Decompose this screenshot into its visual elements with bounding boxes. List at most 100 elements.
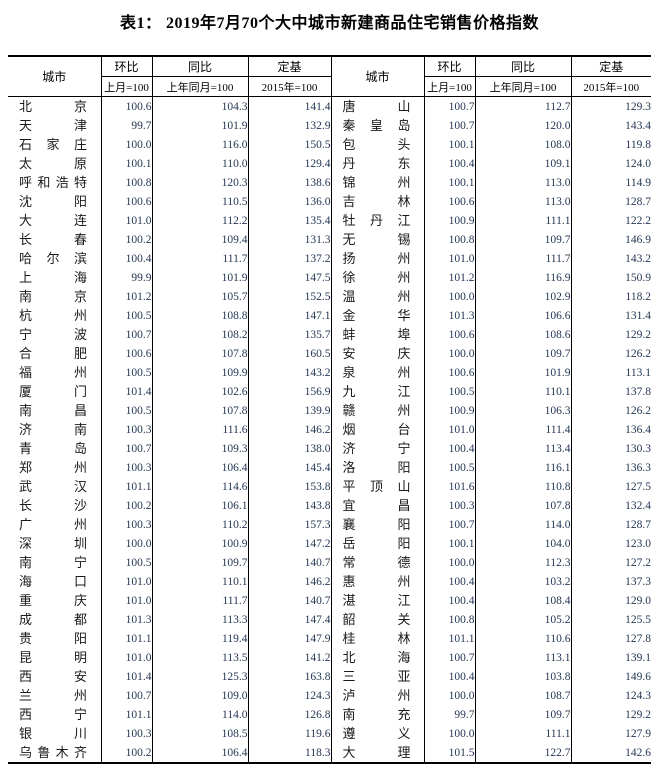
- city-name: 北京: [19, 99, 87, 114]
- yoy-value: 105.2: [475, 610, 572, 629]
- mom-value: 100.5: [424, 382, 476, 401]
- city-cell: 上海: [8, 268, 102, 287]
- base-value: 147.1: [248, 306, 332, 325]
- city-cell: 包头: [331, 135, 425, 154]
- base-value: 135.4: [248, 211, 332, 230]
- table-row: 南昌 100.5 107.8 139.9 赣州 100.9 106.3 126.2: [8, 401, 651, 420]
- yoy-value: 106.1: [152, 496, 249, 515]
- yoy-value: 110.1: [475, 382, 572, 401]
- yoy-header-right: 同比: [475, 56, 572, 77]
- city-name: 呼和浩特: [19, 175, 87, 190]
- base-value: 128.7: [625, 518, 651, 531]
- city-cell: 蚌埠: [331, 325, 425, 344]
- mom-value: 100.4: [424, 572, 476, 591]
- mom-header-right: 环比: [424, 56, 476, 77]
- yoy-value: 107.8: [152, 401, 249, 420]
- table-row: 大连 101.0 112.2 135.4 牡丹江 100.9 111.1 122.2: [8, 211, 651, 230]
- yoy-value: 111.6: [152, 420, 249, 439]
- mom-value: 100.3: [101, 724, 153, 743]
- yoy-value: 109.9: [152, 363, 249, 382]
- base-value: 139.9: [248, 401, 332, 420]
- yoy-value: 108.4: [475, 591, 572, 610]
- city-name: 洛阳: [342, 460, 411, 475]
- yoy-value: 101.9: [152, 268, 249, 287]
- city-cell: 天津: [8, 116, 102, 135]
- mom-value: 100.8: [101, 173, 153, 192]
- city-name: 安庆: [342, 346, 411, 361]
- city-name: 桂林: [342, 631, 411, 646]
- mom-value: 100.4: [424, 154, 476, 173]
- city-name: 蚌埠: [342, 327, 411, 342]
- yoy-value: 109.3: [152, 439, 249, 458]
- mom-subheader-left: 上月=100: [101, 76, 153, 97]
- base-header-right: 定基: [571, 56, 651, 77]
- base-value: 129.4: [248, 154, 332, 173]
- yoy-value: 100.9: [152, 534, 249, 553]
- yoy-value: 113.3: [152, 610, 249, 629]
- base-value: 142.6: [625, 746, 651, 759]
- base-value: 126.2: [625, 347, 651, 360]
- yoy-value: 125.3: [152, 667, 249, 686]
- city-name: 合肥: [19, 346, 87, 361]
- yoy-header-left: 同比: [152, 56, 249, 77]
- city-header-left: 城市: [8, 56, 102, 97]
- city-cell: 大理: [331, 743, 425, 763]
- city-cell: 沈阳: [8, 192, 102, 211]
- base-value: 138.6: [248, 173, 332, 192]
- base-value: 129.2: [625, 708, 651, 721]
- city-name: 赣州: [342, 403, 411, 418]
- yoy-value: 113.0: [475, 173, 572, 192]
- city-name: 大连: [19, 213, 87, 228]
- yoy-value: 113.0: [475, 192, 572, 211]
- city-cell: 唐山: [331, 96, 425, 116]
- mom-value: 100.0: [101, 534, 153, 553]
- mom-value: 101.6: [424, 477, 476, 496]
- yoy-value: 111.7: [475, 249, 572, 268]
- base-value: 141.2: [248, 648, 332, 667]
- city-cell: 海口: [8, 572, 102, 591]
- table-row: 太原 100.1 110.0 129.4 丹东 100.4 109.1 124.0: [8, 154, 651, 173]
- yoy-subheader-left: 上年同月=100: [152, 76, 249, 97]
- mom-value: 100.6: [101, 344, 153, 363]
- city-name: 济南: [19, 422, 87, 437]
- yoy-value: 101.9: [475, 363, 572, 382]
- yoy-value: 108.6: [475, 325, 572, 344]
- mom-subheader-right: 上月=100: [424, 76, 476, 97]
- city-name: 泉州: [342, 365, 411, 380]
- city-name: 包头: [342, 137, 411, 152]
- table-row: 重庆 101.0 111.7 140.7 湛江 100.4 108.4 129.0: [8, 591, 651, 610]
- yoy-value: 112.2: [152, 211, 249, 230]
- mom-value: 100.2: [101, 496, 153, 515]
- base-value: 153.8: [248, 477, 332, 496]
- mom-value: 101.3: [101, 610, 153, 629]
- table-row: 郑州 100.3 106.4 145.4 洛阳 100.5 116.1 136.3: [8, 458, 651, 477]
- city-name: 三亚: [342, 669, 411, 684]
- base-value: 160.5: [248, 344, 332, 363]
- base-value: 137.8: [625, 385, 651, 398]
- table-row: 成都 101.3 113.3 147.4 韶关 100.8 105.2 125.5: [8, 610, 651, 629]
- city-name: 太原: [19, 156, 87, 171]
- city-cell: 厦门: [8, 382, 102, 401]
- base-value: 143.8: [248, 496, 332, 515]
- city-cell: 济南: [8, 420, 102, 439]
- city-name: 乌鲁木齐: [19, 745, 87, 760]
- mom-value: 99.7: [424, 705, 476, 724]
- city-name: 重庆: [19, 593, 87, 608]
- city-name: 襄阳: [342, 517, 411, 532]
- yoy-value: 105.7: [152, 287, 249, 306]
- base-value: 150.9: [625, 271, 651, 284]
- city-name: 平顶山: [342, 479, 411, 494]
- base-value: 149.6: [625, 670, 651, 683]
- city-name: 吉林: [342, 194, 411, 209]
- city-cell: 武汉: [8, 477, 102, 496]
- table-row: 呼和浩特 100.8 120.3 138.6 锦州 100.1 113.0 114.9: [8, 173, 651, 192]
- city-cell: 银川: [8, 724, 102, 743]
- mom-value: 100.7: [101, 325, 153, 344]
- yoy-value: 116.9: [475, 268, 572, 287]
- base-value: 146.2: [248, 420, 332, 439]
- base-value: 145.4: [248, 458, 332, 477]
- yoy-value: 111.7: [152, 249, 249, 268]
- mom-value: 101.2: [101, 287, 153, 306]
- city-cell: 赣州: [331, 401, 425, 420]
- yoy-value: 120.3: [152, 173, 249, 192]
